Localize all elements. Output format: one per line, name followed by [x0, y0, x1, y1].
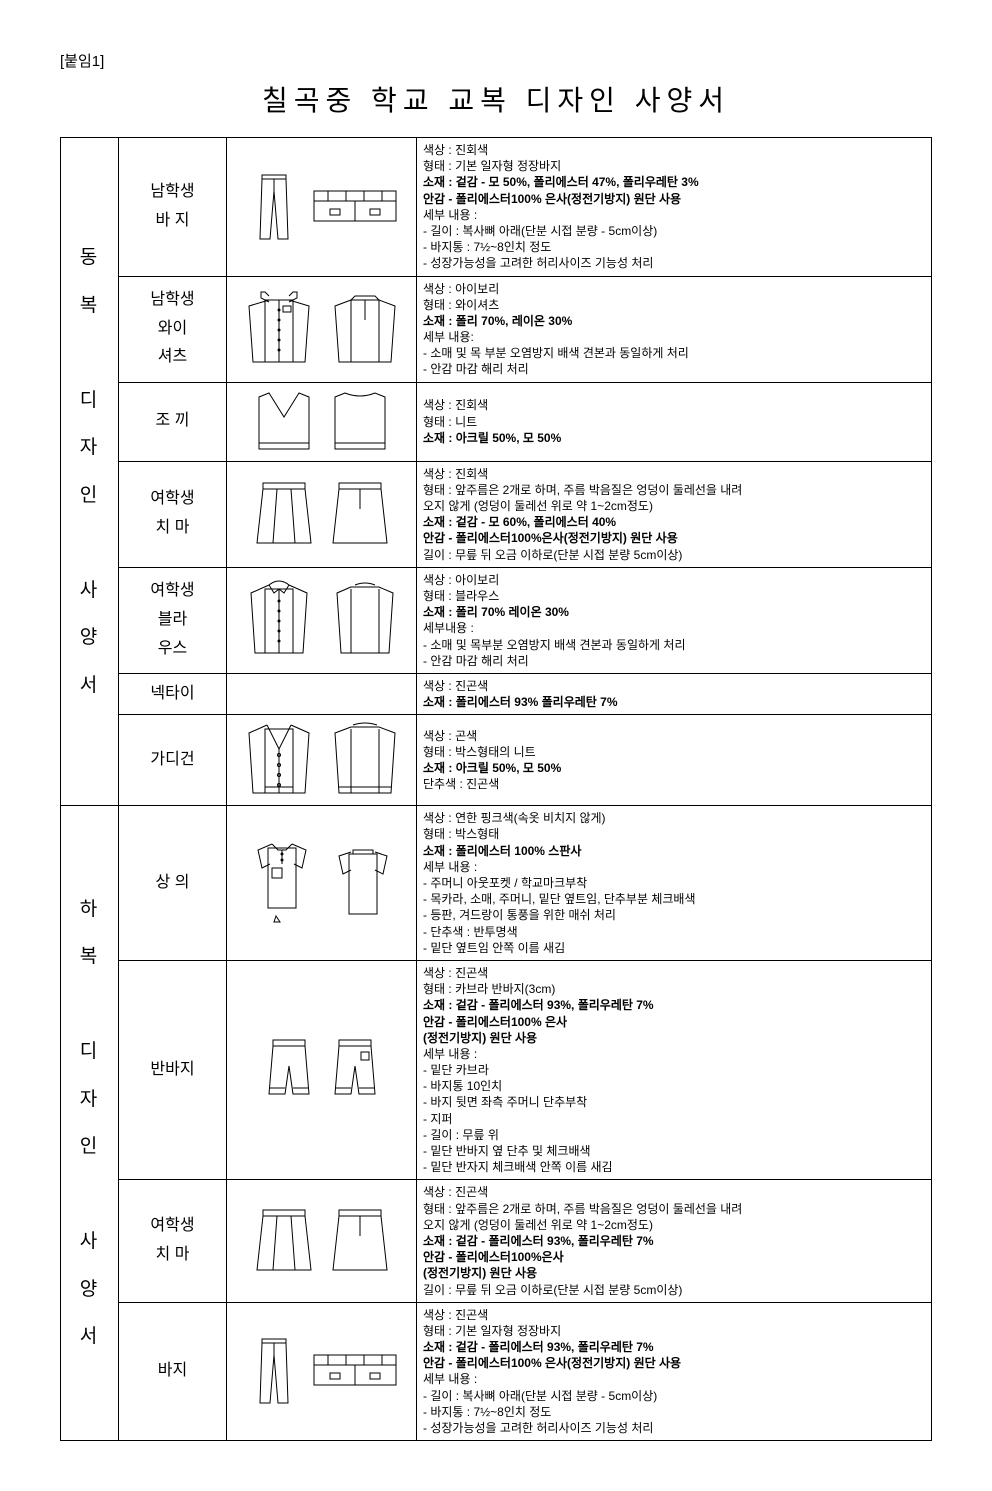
item-name: 반바지	[119, 960, 227, 1179]
item-name: 여학생치 마	[119, 1180, 227, 1302]
section-label: 동복 디자인 사양서	[61, 138, 119, 806]
item-details: 색상 : 진곤색형태 : 카브라 반바지(3cm)소재 : 겉감 - 폴리에스터…	[417, 960, 932, 1179]
item-name: 조 끼	[119, 382, 227, 461]
attachment-label: [붙임1]	[60, 50, 932, 71]
item-details: 색상 : 곤색형태 : 박스형태의 니트소재 : 아크릴 50%, 모 50%단…	[417, 715, 932, 806]
item-details: 색상 : 진회색형태 : 앞주름은 2개로 하며, 주름 박음질은 엉덩이 둘레…	[417, 461, 932, 567]
item-details: 색상 : 진곤색형태 : 기본 일자형 정장바지소재 : 겉감 - 폴리에스터 …	[417, 1302, 932, 1441]
item-drawing	[227, 806, 417, 961]
item-drawing	[227, 715, 417, 806]
item-name: 가디건	[119, 715, 227, 806]
item-name: 남학생바 지	[119, 138, 227, 277]
item-name: 상 의	[119, 806, 227, 961]
item-details: 색상 : 진곤색소재 : 폴리에스터 93% 폴리우레탄 7%	[417, 673, 932, 714]
item-drawing	[227, 138, 417, 277]
item-drawing	[227, 960, 417, 1179]
item-drawing	[227, 673, 417, 714]
item-details: 색상 : 진회색형태 : 기본 일자형 정장바지소재 : 겉감 - 모 50%,…	[417, 138, 932, 277]
item-drawing	[227, 1180, 417, 1302]
item-details: 색상 : 아이보리형태 : 와이셔츠소재 : 폴리 70%, 레이온 30%세부…	[417, 276, 932, 382]
item-drawing	[227, 461, 417, 567]
item-name: 여학생치 마	[119, 461, 227, 567]
item-drawing	[227, 276, 417, 382]
item-details: 색상 : 진회색형태 : 니트소재 : 아크릴 50%, 모 50%	[417, 382, 932, 461]
item-name: 남학생와이셔츠	[119, 276, 227, 382]
item-name: 바지	[119, 1302, 227, 1441]
document-title: 칠곡중 학교 교복 디자인 사양서	[60, 79, 932, 119]
item-drawing	[227, 567, 417, 673]
item-details: 색상 : 아이보리형태 : 블라우스소재 : 폴리 70% 레이온 30%세부내…	[417, 567, 932, 673]
item-name: 여학생블라우스	[119, 567, 227, 673]
spec-table: 동복 디자인 사양서남학생바 지 색상 : 진회색형태 : 기본 일자형 정장바…	[60, 137, 932, 1441]
item-drawing	[227, 382, 417, 461]
item-drawing	[227, 1302, 417, 1441]
item-name: 넥타이	[119, 673, 227, 714]
item-details: 색상 : 진곤색형태 : 앞주름은 2개로 하며, 주름 박음질은 엉덩이 둘레…	[417, 1180, 932, 1302]
item-details: 색상 : 연한 핑크색(속옷 비치지 않게)형태 : 박스형태소재 : 폴리에스…	[417, 806, 932, 961]
section-label: 하복 디자인 사양서	[61, 806, 119, 1441]
